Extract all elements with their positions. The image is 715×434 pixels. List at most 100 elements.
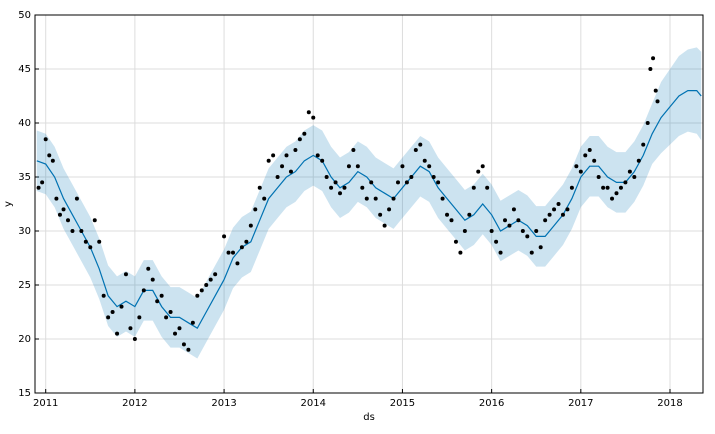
observed-point xyxy=(494,239,499,244)
observed-point xyxy=(92,218,97,223)
observed-point xyxy=(40,180,45,185)
observed-point xyxy=(333,180,338,185)
observed-point xyxy=(645,121,650,125)
x-axis-label: ds xyxy=(363,412,375,423)
y-tick-label: 15 xyxy=(18,388,31,399)
observed-point xyxy=(601,185,606,190)
x-tick-label: 2017 xyxy=(568,398,593,409)
observed-point xyxy=(47,153,52,158)
observed-point xyxy=(208,277,213,282)
observed-point xyxy=(306,110,311,115)
observed-point xyxy=(115,331,120,336)
observed-point xyxy=(653,88,658,93)
observed-point xyxy=(132,337,137,341)
observed-point xyxy=(378,212,383,217)
observed-point xyxy=(137,315,142,320)
observed-point xyxy=(560,212,565,217)
x-tick-label: 2016 xyxy=(479,398,504,409)
observed-point xyxy=(648,67,653,71)
observed-point xyxy=(155,299,160,304)
observed-point xyxy=(529,250,534,255)
observed-point xyxy=(651,56,656,61)
observed-point xyxy=(244,239,249,244)
observed-point xyxy=(311,115,316,120)
observed-point xyxy=(476,169,481,174)
observed-point xyxy=(79,229,84,233)
observed-point xyxy=(280,164,285,169)
observed-point xyxy=(507,223,512,228)
observed-point xyxy=(547,212,552,217)
observed-point xyxy=(458,250,463,255)
observed-point xyxy=(351,148,356,152)
observed-point xyxy=(632,175,637,179)
observed-point xyxy=(324,175,329,179)
observed-point xyxy=(534,229,539,233)
observed-point xyxy=(284,153,289,158)
observed-point xyxy=(471,185,476,190)
observed-point xyxy=(61,207,66,212)
observed-point xyxy=(262,196,267,201)
x-tick-label: 2018 xyxy=(657,398,682,409)
y-tick-label: 50 xyxy=(18,10,31,21)
observed-point xyxy=(578,169,583,174)
observed-point xyxy=(387,207,392,212)
observed-point xyxy=(186,347,191,352)
observed-point xyxy=(342,185,347,190)
observed-point xyxy=(391,196,396,201)
observed-point xyxy=(360,185,365,190)
observed-point xyxy=(106,315,111,320)
observed-point xyxy=(159,293,164,298)
observed-point xyxy=(431,175,436,179)
observed-point xyxy=(54,196,59,201)
observed-point xyxy=(65,218,70,223)
observed-point xyxy=(427,164,432,169)
observed-point xyxy=(275,175,280,179)
observed-point xyxy=(204,283,209,287)
observed-point xyxy=(266,158,271,163)
y-tick-label: 30 xyxy=(18,226,31,237)
observed-point xyxy=(503,218,508,223)
observed-point xyxy=(373,196,378,201)
observed-point xyxy=(57,212,62,217)
observed-point xyxy=(293,148,298,152)
observed-point xyxy=(453,239,458,244)
observed-point xyxy=(177,326,182,331)
y-axis-label: y xyxy=(3,201,14,207)
observed-point xyxy=(213,272,218,277)
observed-point xyxy=(43,137,48,142)
observed-point xyxy=(123,272,128,277)
observed-point xyxy=(520,229,525,233)
y-tick-label: 20 xyxy=(18,334,31,345)
observed-point xyxy=(440,196,445,201)
x-tick-label: 2013 xyxy=(211,398,236,409)
observed-point xyxy=(543,218,548,223)
observed-point xyxy=(364,196,369,201)
observed-point xyxy=(141,288,146,293)
observed-point xyxy=(413,148,418,152)
observed-point xyxy=(614,191,619,196)
observed-point xyxy=(36,185,41,190)
observed-point xyxy=(498,250,503,255)
observed-point xyxy=(574,164,579,169)
observed-point xyxy=(489,229,494,233)
observed-point xyxy=(610,196,615,201)
observed-point xyxy=(382,223,387,228)
observed-point xyxy=(83,239,88,244)
observed-point xyxy=(636,158,641,163)
observed-point xyxy=(110,310,115,314)
observed-point xyxy=(565,207,570,212)
y-tick-label: 40 xyxy=(18,118,31,129)
x-tick-label: 2011 xyxy=(33,398,58,409)
observed-point xyxy=(230,250,235,255)
observed-point xyxy=(128,326,133,331)
observed-point xyxy=(320,158,325,163)
observed-point xyxy=(315,153,320,158)
observed-point xyxy=(190,320,195,325)
observed-point xyxy=(404,180,409,185)
observed-point xyxy=(195,293,200,298)
observed-point xyxy=(181,342,186,347)
observed-point xyxy=(422,158,427,163)
observed-point xyxy=(239,245,244,250)
observed-point xyxy=(655,99,660,104)
observed-point xyxy=(248,223,253,228)
